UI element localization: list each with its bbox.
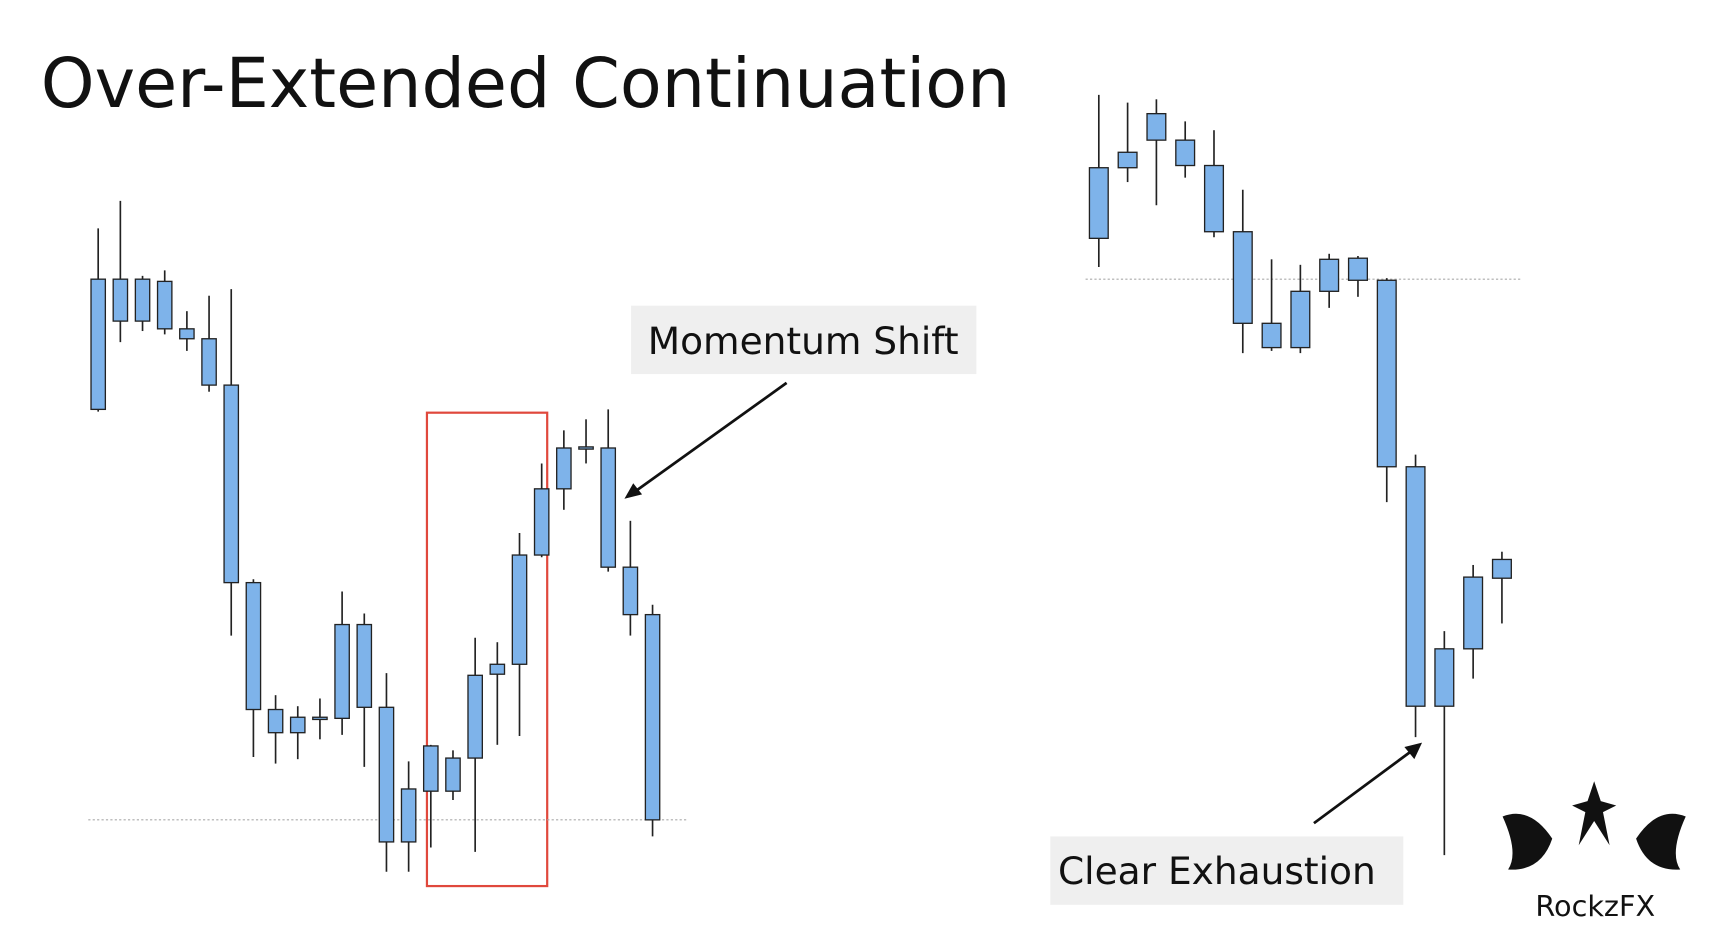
- body: [600, 447, 617, 568]
- logo: RockzFX: [1535, 889, 1655, 923]
- body: [112, 278, 129, 322]
- body: [1376, 279, 1397, 468]
- logo-graphic: [1502, 781, 1686, 870]
- body: [622, 566, 639, 616]
- body: [223, 384, 240, 584]
- body: [1232, 231, 1253, 324]
- body: [90, 278, 107, 411]
- body: [1290, 290, 1311, 349]
- body: [1463, 576, 1484, 650]
- arrow: [630, 381, 788, 496]
- body: [1434, 648, 1455, 707]
- body: [1117, 151, 1138, 169]
- body: [378, 706, 395, 843]
- body: [156, 280, 173, 330]
- body: [1405, 466, 1426, 707]
- body: [201, 338, 217, 386]
- annotation: Momentum Shift: [648, 319, 959, 363]
- body: [511, 554, 528, 665]
- body: [644, 613, 661, 821]
- body: [1088, 167, 1109, 240]
- body: [467, 674, 483, 759]
- title: Over-Extended Continuation: [41, 45, 1011, 124]
- body: [578, 446, 594, 450]
- annotation-box: [631, 305, 977, 375]
- body: [312, 716, 328, 721]
- arrow-head: [624, 483, 643, 499]
- body: [356, 623, 373, 708]
- body: [179, 328, 195, 340]
- body: [289, 716, 306, 734]
- body: [489, 663, 506, 675]
- body: [422, 745, 439, 792]
- arrow-head: [1404, 742, 1423, 760]
- annotation: Clear Exhaustion: [1058, 849, 1376, 893]
- body: [533, 488, 550, 556]
- body: [556, 447, 572, 490]
- body: [1261, 322, 1282, 349]
- annotation-box: [1050, 836, 1404, 905]
- body: [1203, 164, 1225, 233]
- highlight-box: [425, 411, 549, 888]
- arrow: [1313, 747, 1417, 825]
- body: [1175, 139, 1196, 167]
- body: [245, 581, 262, 711]
- body: [1146, 112, 1167, 141]
- body: [1319, 258, 1340, 292]
- body: [134, 278, 151, 322]
- body: [334, 623, 350, 720]
- body: [1491, 558, 1512, 579]
- body: [400, 788, 417, 843]
- body: [267, 708, 284, 734]
- body: [445, 757, 461, 792]
- body: [1347, 257, 1369, 281]
